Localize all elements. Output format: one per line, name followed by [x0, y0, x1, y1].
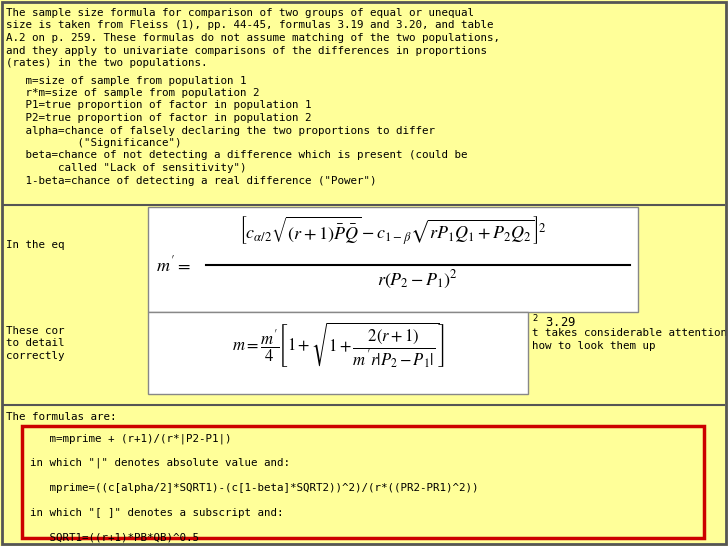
Text: A.2 on p. 259. These formulas do not assume matching of the two populations,: A.2 on p. 259. These formulas do not ass… [6, 33, 500, 43]
Text: in which "[ ]" denotes a subscript and:: in which "[ ]" denotes a subscript and: [30, 508, 283, 518]
Bar [148, 312, 528, 394]
Text: (rates) in the two populations.: (rates) in the two populations. [6, 58, 207, 68]
Text: t takes considerable attention: t takes considerable attention [532, 329, 727, 339]
Text: ("Significance"): ("Significance") [6, 138, 181, 148]
Text: The formulas are:: The formulas are: [6, 412, 116, 422]
Text: SQRT1=((r+1)*PB*QB)^0.5: SQRT1=((r+1)*PB*QB)^0.5 [30, 533, 199, 543]
Text: ${}^2$ 3.29: ${}^2$ 3.29 [532, 314, 576, 330]
Text: m=mprime + (r+1)/(r*|P2-P1|): m=mprime + (r+1)/(r*|P2-P1|) [30, 433, 232, 443]
Text: and they apply to univariate comparisons of the differences in proportions: and they apply to univariate comparisons… [6, 45, 487, 56]
Text: in which "|" denotes absolute value and:: in which "|" denotes absolute value and: [30, 458, 290, 468]
Text: P1=true proportion of factor in population 1: P1=true proportion of factor in populati… [6, 100, 312, 110]
Text: called "Lack of sensitivity"): called "Lack of sensitivity") [6, 163, 247, 173]
Text: The sample size formula for comparison of two groups of equal or unequal: The sample size formula for comparison o… [6, 8, 474, 18]
Text: P2=true proportion of factor in population 2: P2=true proportion of factor in populati… [6, 113, 312, 123]
Text: alpha=chance of falsely declaring the two proportions to differ: alpha=chance of falsely declaring the tw… [6, 126, 435, 135]
Text: $m' =$: $m' =$ [156, 255, 191, 275]
Text: beta=chance of not detecting a difference which is present (could be: beta=chance of not detecting a differenc… [6, 151, 467, 161]
Text: to detail: to detail [6, 339, 65, 348]
Text: how to look them up: how to look them up [532, 341, 655, 351]
Text: mprime=((c[alpha/2]*SQRT1)-(c[1-beta]*SQRT2))^2)/(r*((PR2-PR1)^2)): mprime=((c[alpha/2]*SQRT1)-(c[1-beta]*SQ… [30, 483, 478, 493]
Text: These cor: These cor [6, 326, 65, 336]
Text: 1-beta=chance of detecting a real difference ("Power"): 1-beta=chance of detecting a real differ… [6, 175, 376, 186]
Text: correctly: correctly [6, 351, 65, 361]
Bar [148, 207, 638, 312]
Text: In the eq: In the eq [6, 240, 65, 250]
Text: size is taken from Fleiss (1), pp. 44-45, formulas 3.19 and 3.20, and table: size is taken from Fleiss (1), pp. 44-45… [6, 21, 494, 31]
Bar [22, 426, 704, 538]
Text: $\left[c_{\alpha/2}\sqrt{(r+1)\bar{P}\bar{Q}} - c_{1-\beta}\sqrt{rP_1Q_1 + P_2Q_: $\left[c_{\alpha/2}\sqrt{(r+1)\bar{P}\ba… [240, 215, 547, 247]
Text: $r(P_2 - P_1)^2$: $r(P_2 - P_1)^2$ [378, 269, 459, 291]
Text: m=size of sample from population 1: m=size of sample from population 1 [6, 75, 247, 86]
Text: r*m=size of sample from population 2: r*m=size of sample from population 2 [6, 88, 259, 98]
Text: $m = \dfrac{m'}{4}\!\left[1 + \sqrt{1 + \dfrac{2(r+1)}{m'r|P_2 - P_1|}}\right]$: $m = \dfrac{m'}{4}\!\left[1 + \sqrt{1 + … [232, 320, 444, 370]
